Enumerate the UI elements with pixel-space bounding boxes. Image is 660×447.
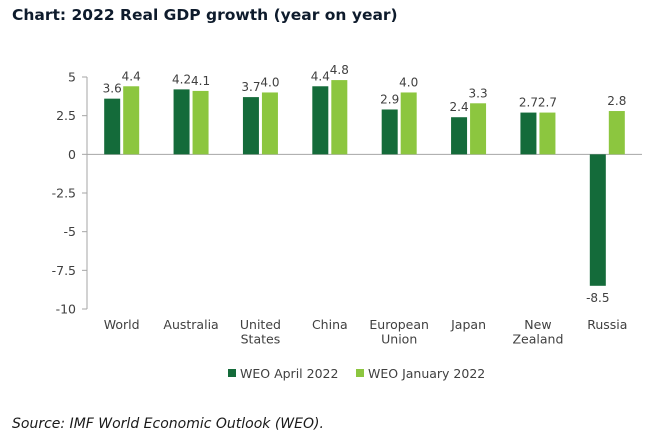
bar-weo-january-2022 <box>192 90 209 155</box>
x-tick-label: World <box>104 317 140 332</box>
y-tick-label: 2.5 <box>56 108 76 123</box>
legend-label: WEO January 2022 <box>368 366 485 381</box>
bar-weo-january-2022 <box>400 92 417 155</box>
bar-weo-january-2022 <box>261 92 278 155</box>
data-label: -8.5 <box>586 291 609 305</box>
bar-weo-april-2022 <box>242 97 259 155</box>
x-tick-label: Russia <box>587 317 627 332</box>
x-tick-label: United <box>240 317 281 332</box>
x-tick-label: Union <box>381 332 417 347</box>
data-label: 4.2 <box>172 72 191 86</box>
x-tick-label: Zealand <box>512 332 563 347</box>
y-tick-label: -5 <box>64 224 76 239</box>
data-label: 4.0 <box>399 75 418 89</box>
bar-weo-april-2022 <box>520 112 537 155</box>
data-label: 2.8 <box>607 94 626 108</box>
bar-weo-april-2022 <box>589 154 606 286</box>
bar-weo-april-2022 <box>312 86 329 155</box>
bars <box>104 80 625 286</box>
data-label: 3.6 <box>103 82 122 96</box>
y-tick-label: 5 <box>68 70 76 85</box>
y-tick-label: -7.5 <box>52 263 76 278</box>
x-tick-label: Japan <box>450 317 486 332</box>
bar-weo-january-2022 <box>539 112 556 155</box>
y-tick-label: -10 <box>56 302 76 317</box>
data-label: 4.8 <box>330 63 349 77</box>
bar-weo-january-2022 <box>123 86 140 155</box>
bar-weo-january-2022 <box>608 111 625 155</box>
data-label: 2.7 <box>538 96 557 110</box>
data-label: 4.1 <box>191 74 210 88</box>
legend: WEO April 2022 WEO January 2022 <box>228 366 485 381</box>
x-tick-label: New <box>524 317 551 332</box>
data-label: 3.7 <box>241 80 260 94</box>
data-label: 4.0 <box>260 75 279 89</box>
data-label: 4.4 <box>311 69 330 83</box>
x-tick-label: China <box>312 317 348 332</box>
legend-swatch-april <box>228 369 236 377</box>
data-label: 2.7 <box>519 96 538 110</box>
data-label: 4.4 <box>122 69 141 83</box>
bar-weo-january-2022 <box>470 103 487 155</box>
legend-label: WEO April 2022 <box>240 366 338 381</box>
data-label: 3.3 <box>469 86 488 100</box>
axes: 5 2.5 0 -2.5 -5 -7.5 -10 World Australia UnitedSt… <box>52 70 642 347</box>
chart-title: Chart: 2022 Real GDP growth (year on yea… <box>12 6 398 24</box>
bar-weo-april-2022 <box>451 117 468 155</box>
x-tick-label: European <box>369 317 429 332</box>
y-tick-label: -2.5 <box>52 186 76 201</box>
data-labels: 3.64.4 4.2 4.1 3.7 4.0 4.4 4.82.94.02.43.32.7 2… <box>103 63 627 305</box>
legend-swatch-january <box>356 369 364 377</box>
data-label: 2.4 <box>450 100 469 114</box>
bar-weo-april-2022 <box>173 89 190 155</box>
x-tick-label: Australia <box>163 317 218 332</box>
x-tick-label: States <box>241 332 281 347</box>
bar-weo-april-2022 <box>381 109 398 155</box>
bar-weo-january-2022 <box>331 80 348 155</box>
bar-weo-april-2022 <box>104 98 121 155</box>
source-note: Source: IMF World Economic Outlook (WEO)… <box>12 416 324 432</box>
y-tick-label: 0 <box>68 147 76 162</box>
data-label: 2.9 <box>380 92 399 106</box>
